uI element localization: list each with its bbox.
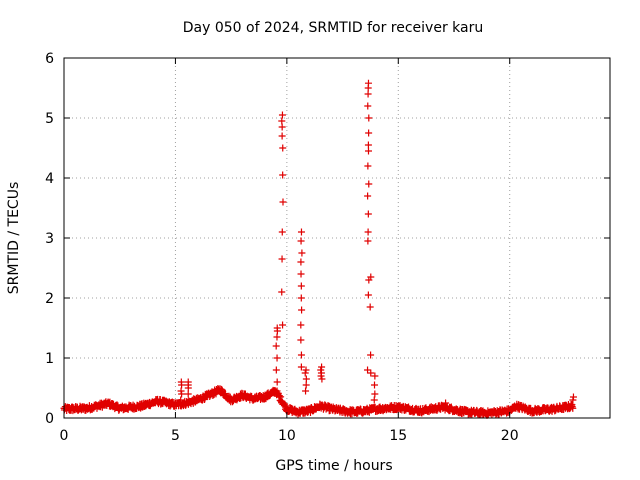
data-point xyxy=(184,390,192,398)
data-point xyxy=(317,366,325,374)
data-point xyxy=(278,288,286,296)
data-point xyxy=(318,375,326,383)
data-point xyxy=(297,228,305,236)
data-point xyxy=(371,381,379,389)
y-tick-label: 1 xyxy=(45,351,54,367)
data-point xyxy=(301,369,309,377)
data-point xyxy=(279,198,287,206)
data-point xyxy=(364,162,372,170)
data-point xyxy=(273,378,281,386)
y-axis-ticks: 0 1 2 3 4 5 6 xyxy=(45,51,610,427)
data-point xyxy=(279,171,287,179)
data-point xyxy=(279,144,287,152)
data-point xyxy=(297,270,305,278)
data-point xyxy=(367,273,375,281)
grid-lines xyxy=(64,58,610,418)
data-point xyxy=(371,390,379,398)
y-tick-label: 3 xyxy=(45,231,54,247)
data-point xyxy=(302,375,310,383)
data-point xyxy=(370,396,378,404)
x-tick-label: 10 xyxy=(278,428,296,444)
data-point xyxy=(273,354,281,362)
data-point xyxy=(364,192,372,200)
data-point xyxy=(302,366,310,374)
data-point xyxy=(317,372,325,380)
data-point xyxy=(184,384,192,392)
data-point xyxy=(278,123,286,131)
x-axis-label: GPS time / hours xyxy=(275,458,392,474)
data-point xyxy=(364,79,372,87)
data-point xyxy=(278,111,286,119)
data-point xyxy=(297,321,305,329)
data-point xyxy=(297,294,305,302)
data-point xyxy=(302,381,310,389)
data-point xyxy=(364,228,372,236)
y-tick-label: 6 xyxy=(45,51,54,67)
data-point xyxy=(177,387,185,395)
data-point xyxy=(364,291,372,299)
data-point xyxy=(297,282,305,290)
data-point xyxy=(364,210,372,218)
data-point xyxy=(278,117,286,125)
x-axis-ticks: 0 5 10 15 20 xyxy=(60,58,519,444)
data-point xyxy=(184,378,192,386)
data-point xyxy=(177,396,185,404)
data-point xyxy=(177,378,185,386)
data-point xyxy=(278,228,286,236)
data-point xyxy=(272,366,280,374)
data-point xyxy=(364,102,372,110)
data-point xyxy=(273,324,281,332)
data-point xyxy=(364,237,372,245)
data-point xyxy=(365,180,373,188)
data-point xyxy=(297,258,305,266)
data-point xyxy=(273,333,281,341)
data-point xyxy=(297,336,305,344)
x-tick-label: 20 xyxy=(501,428,519,444)
x-tick-label: 15 xyxy=(389,428,407,444)
x-tick-label: 5 xyxy=(171,428,180,444)
data-point xyxy=(365,129,373,137)
data-point xyxy=(364,147,372,155)
data-point xyxy=(367,351,375,359)
data-point xyxy=(297,363,305,371)
data-point xyxy=(297,351,305,359)
data-point xyxy=(371,372,379,380)
y-tick-label: 5 xyxy=(45,111,54,127)
y-tick-label: 0 xyxy=(45,411,54,427)
y-tick-label: 4 xyxy=(45,171,54,187)
data-point xyxy=(569,396,577,404)
data-point xyxy=(279,321,287,329)
data-point xyxy=(365,114,373,122)
data-point xyxy=(364,90,372,98)
chart-title: Day 050 of 2024, SRMTID for receiver kar… xyxy=(183,20,483,36)
y-tick-label: 2 xyxy=(45,291,54,307)
data-point xyxy=(272,342,280,350)
data-point xyxy=(278,132,286,140)
data-point xyxy=(297,237,305,245)
y-axis-label: SRMTID / TECUs xyxy=(6,182,22,295)
data-point xyxy=(302,387,310,395)
data-point xyxy=(184,399,192,407)
data-point xyxy=(318,363,326,371)
data-point xyxy=(364,366,372,374)
data-point xyxy=(273,390,281,398)
x-tick-label: 0 xyxy=(60,428,69,444)
data-point xyxy=(569,404,577,412)
data-point xyxy=(367,369,375,377)
data-point xyxy=(366,303,374,311)
data-point xyxy=(298,249,306,257)
data-point xyxy=(364,141,372,149)
data-point xyxy=(177,402,185,410)
data-series xyxy=(60,79,577,419)
data-point xyxy=(298,306,306,314)
data-point xyxy=(278,255,286,263)
data-point xyxy=(442,402,450,410)
